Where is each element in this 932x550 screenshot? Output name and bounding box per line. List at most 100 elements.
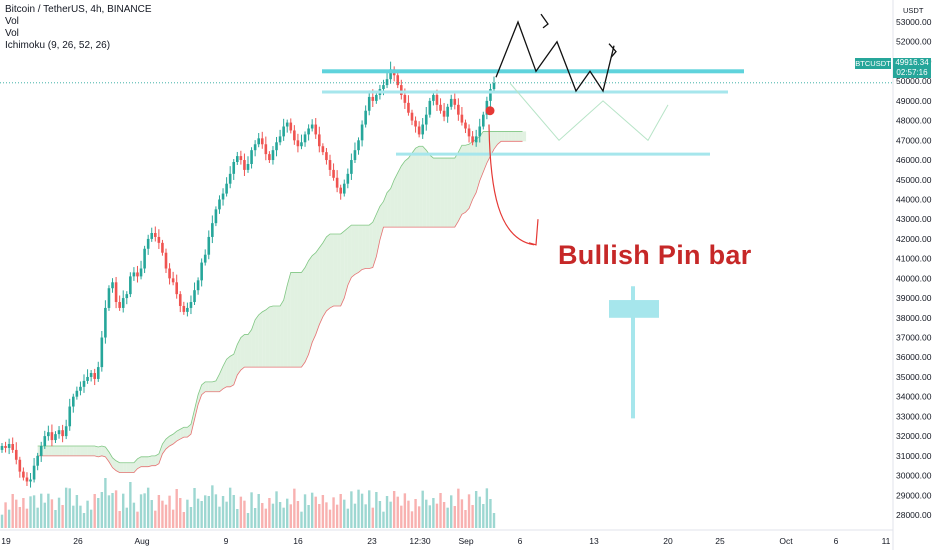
volume-bars [0, 478, 496, 528]
volume-bar [364, 504, 367, 528]
candle-body [171, 278, 175, 283]
volume-bar [72, 505, 75, 528]
volume-bar [196, 498, 200, 528]
volume-bar [161, 500, 164, 528]
cloud-segment [483, 131, 487, 172]
candle-body [32, 465, 36, 480]
candle-body [118, 302, 121, 308]
price-tick-label: 47000.00 [896, 135, 932, 145]
price-tick-label: 41000.00 [896, 254, 932, 264]
candle-body [154, 233, 157, 237]
cloud-segment [48, 445, 52, 456]
candle-body [211, 223, 214, 237]
candle-body [482, 114, 485, 127]
candle-body [300, 142, 303, 147]
arrowhead-2 [608, 43, 617, 58]
cloud-segment [76, 445, 81, 456]
candle-body [232, 162, 236, 174]
volume-bar [453, 506, 456, 528]
candle-body [375, 94, 378, 101]
candle-body [125, 294, 129, 299]
candle-body [325, 152, 328, 161]
volume-bar [100, 492, 104, 528]
cloud-segment [426, 150, 430, 228]
candle-body [50, 432, 54, 441]
volume-bar [485, 488, 489, 528]
cloud-segment [166, 436, 170, 449]
candle-body [421, 124, 424, 135]
cloud-segment [518, 131, 523, 142]
volume-bar [464, 510, 467, 528]
volume-bar [446, 507, 449, 528]
candle-body [435, 94, 439, 105]
volume-bar [442, 502, 446, 528]
cloud-segment [180, 427, 184, 440]
cloud-segment [59, 445, 63, 456]
volume-bar [403, 493, 407, 528]
legend-vol-1[interactable]: Vol [5, 16, 19, 27]
volume-bar [264, 508, 268, 528]
volume-bar [407, 500, 410, 528]
candle-body [178, 294, 182, 306]
price-tick-label: 29000.00 [896, 490, 932, 500]
volume-bar [15, 499, 18, 528]
cloud-segment [148, 455, 152, 467]
time-tick-label: 19 [1, 536, 11, 546]
candle-body [257, 138, 260, 145]
candle-body [236, 156, 239, 163]
price-tick-label: 53000.00 [896, 17, 932, 27]
candle-body [104, 307, 107, 338]
candle-body [86, 376, 89, 381]
volume-bar [157, 495, 161, 528]
cloud-segment [433, 158, 437, 228]
candle-body [432, 94, 435, 101]
cloud-segment [205, 381, 209, 392]
volume-bar [303, 494, 307, 528]
price-tick-label: 33000.00 [896, 411, 932, 421]
candle-body [193, 290, 196, 303]
candle-body [43, 436, 47, 446]
volume-bar [79, 505, 82, 528]
candle-body [400, 85, 403, 95]
cloud-segment [372, 214, 377, 268]
volume-bar [29, 496, 32, 528]
cloud-segment [515, 131, 519, 142]
candle-body [278, 136, 282, 143]
cloud-segment [190, 409, 195, 435]
cloud-segment [508, 131, 512, 142]
last-price-tag: 49916.34 02:57:16 [893, 58, 931, 78]
candle-body [146, 238, 150, 249]
volume-bar [179, 498, 182, 528]
volume-bar [125, 507, 128, 528]
volume-bar [32, 495, 36, 528]
volume-bar [421, 490, 424, 528]
price-tick-label: 32000.00 [896, 431, 932, 441]
candle-body [89, 373, 93, 377]
volume-bar [186, 499, 189, 528]
volume-bar [146, 487, 150, 528]
candle-body [0, 445, 4, 450]
volume-bar [457, 488, 460, 528]
volume-bar [200, 501, 203, 528]
volume-bar [296, 501, 300, 528]
legend-symbol[interactable]: Bitcoin / TetherUS, 4h, BINANCE [5, 4, 152, 15]
cloud-segment [401, 161, 405, 228]
candle-body [260, 138, 264, 145]
volume-bar [68, 488, 71, 528]
volume-bar [371, 507, 374, 528]
candle-body [186, 307, 189, 312]
time-tick-label: 25 [715, 536, 725, 546]
cloud-segment [390, 179, 395, 228]
legend-vol-2[interactable]: Vol [5, 28, 19, 39]
candle-body [175, 282, 178, 295]
cloud-segment [312, 252, 316, 343]
candle-body [214, 209, 218, 224]
volume-bar [129, 482, 132, 528]
cloud-segment [440, 158, 445, 228]
volume-bar [57, 497, 61, 528]
cloud-segment [194, 394, 199, 420]
legend-ichimoku[interactable]: Ichimoku (9, 26, 52, 26) [5, 40, 111, 51]
price-tick-label: 45000.00 [896, 175, 932, 185]
resistance-level-thin [322, 90, 728, 94]
